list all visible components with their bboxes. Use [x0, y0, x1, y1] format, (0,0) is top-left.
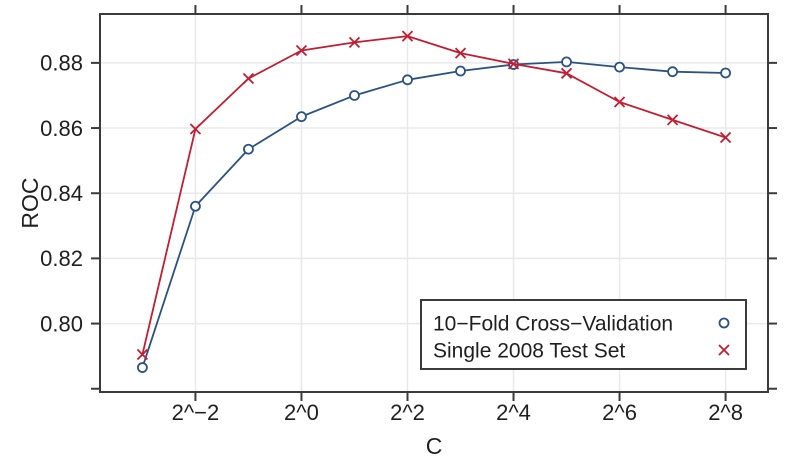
- x-tick-label: 2^2: [390, 400, 425, 425]
- series-layer: [136, 30, 732, 373]
- data-point-marker-x: [189, 123, 202, 135]
- x-tick-label: 2^0: [284, 400, 319, 425]
- data-point-marker-x: [295, 44, 308, 57]
- data-point-marker-x: [401, 30, 414, 42]
- data-point-marker-circle: [455, 65, 466, 77]
- y-tick-label: 0.88: [40, 51, 83, 76]
- data-point-marker-x: [348, 36, 361, 48]
- data-point-marker-circle: [720, 67, 731, 79]
- x-tick-label: 2^4: [496, 400, 531, 425]
- data-point-marker-circle: [296, 111, 307, 123]
- data-point-marker-circle: [349, 90, 360, 101]
- y-tick-label: 0.86: [40, 116, 83, 141]
- data-point-marker-circle: [137, 362, 148, 373]
- x-tick-label: 2^8: [708, 400, 743, 425]
- data-point-marker-x: [666, 114, 679, 126]
- y-tick-label: 0.82: [40, 246, 83, 271]
- legend-markers: [718, 317, 730, 356]
- legend: 10−Fold Cross−Validation Single 2008 Tes…: [420, 299, 747, 370]
- data-point-marker-x: [613, 96, 626, 108]
- plot-border: [99, 13, 769, 393]
- data-point-marker-x: [719, 131, 732, 144]
- data-point-marker-circle: [614, 61, 625, 73]
- series-1: [136, 30, 732, 361]
- plot-frame: [91, 5, 777, 401]
- x-tick-label: 2^−2: [172, 400, 220, 425]
- data-point-marker-circle: [667, 66, 678, 78]
- y-axis-title: ROC: [17, 177, 43, 228]
- series-0: [137, 56, 731, 373]
- data-point-marker-circle: [561, 56, 572, 68]
- data-point-marker-circle: [190, 200, 201, 212]
- y-tick-label: 0.84: [40, 181, 83, 206]
- data-point-marker-x: [454, 47, 467, 59]
- data-point-marker-circle: [243, 143, 254, 155]
- data-point-marker-x: [507, 58, 520, 70]
- y-tick-label: 0.80: [40, 311, 83, 336]
- data-point-marker-x: [560, 67, 573, 79]
- series-line: [141, 35, 726, 355]
- data-point-marker-x: [718, 344, 730, 356]
- legend-box: [420, 299, 747, 370]
- series-line: [141, 61, 726, 368]
- data-point-marker-x: [242, 72, 255, 85]
- data-point-marker-x: [136, 348, 149, 361]
- legend-label-test-set: Single 2008 Test Set: [433, 339, 625, 362]
- x-tick-label: 2^6: [602, 400, 637, 425]
- x-axis-title: C: [426, 433, 443, 459]
- data-point-marker-circle: [402, 74, 413, 86]
- tick-labels: 2^−2 2^0 2^2 2^4 2^6 2^8 0.80 0.82 0.84 0.86 0.88: [40, 51, 743, 425]
- data-point-marker-circle: [718, 317, 730, 329]
- legend-label-cross-validation: 10−Fold Cross−Validation: [433, 312, 673, 335]
